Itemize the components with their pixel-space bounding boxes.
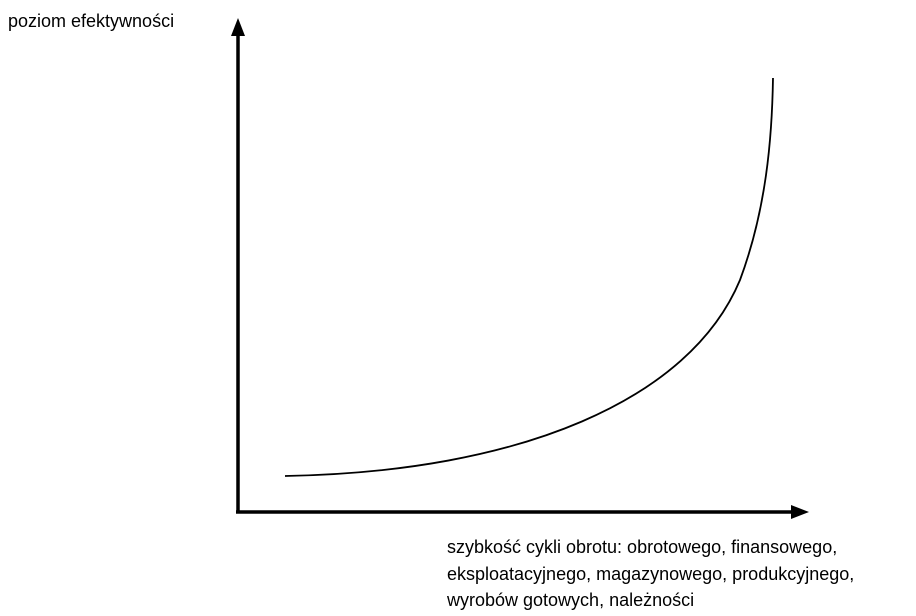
curve [284, 77, 774, 477]
x-axis-label-line: szybkość cykli obrotu: obrotowego, finan… [447, 537, 837, 557]
x-axis-label-line: wyrobów gotowych, należności [446, 590, 694, 610]
x-axis-label-line: eksploatacyjnego, magazynowego, produkcy… [447, 564, 854, 584]
y-axis-arrow [231, 18, 245, 36]
y-axis-label: poziom efektywności [8, 11, 174, 31]
x-axis-arrow [791, 505, 809, 519]
